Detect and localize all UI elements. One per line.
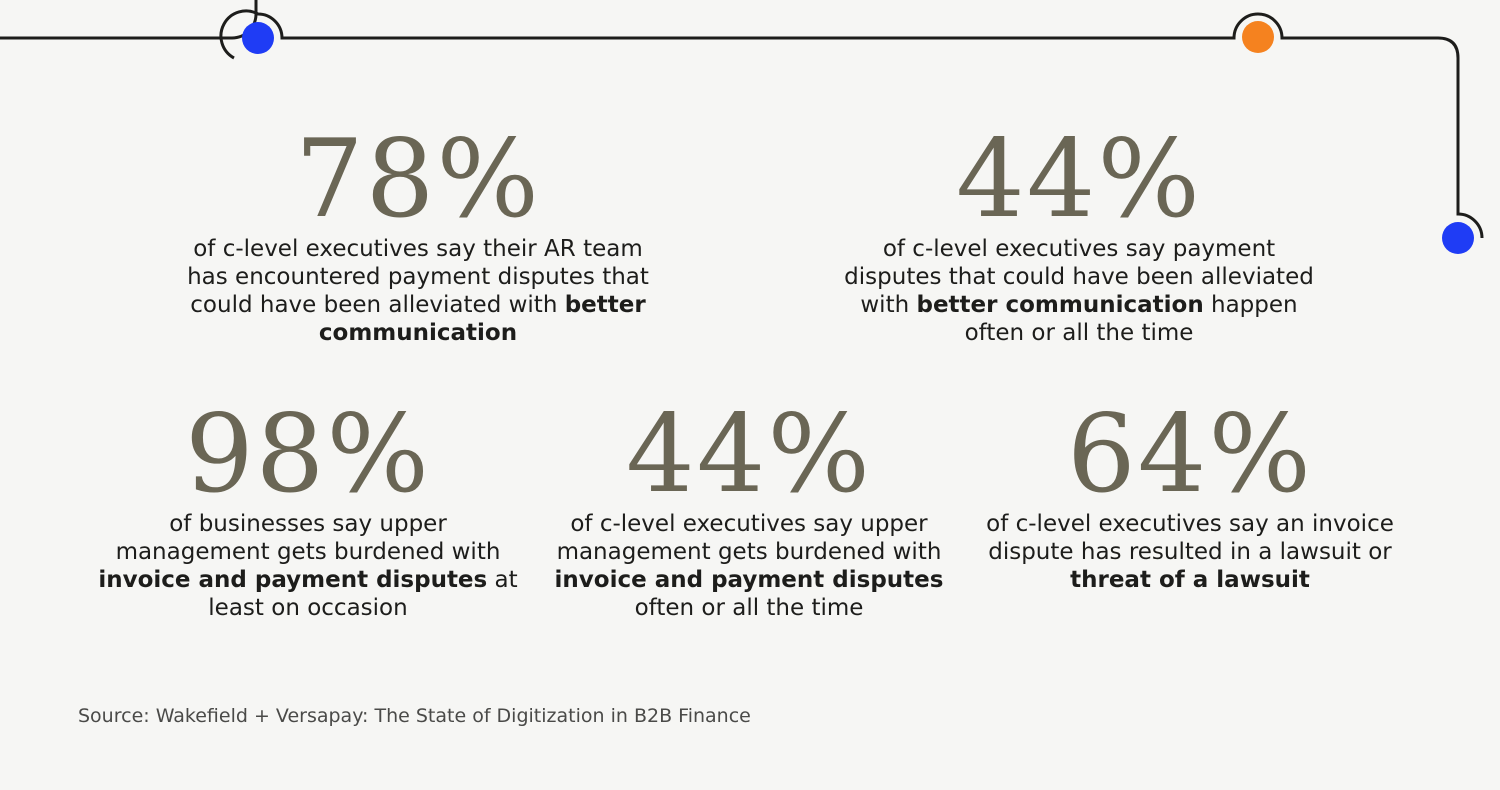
source-citation: Source: Wakefield + Versapay: The State … <box>78 705 751 727</box>
stat-description: of c-level executives say payment disput… <box>844 236 1314 346</box>
stat-description: of c-level executives say their AR team … <box>187 236 649 346</box>
stat-block: 78% of c-level executives say their AR t… <box>178 125 658 347</box>
blue-dot-right <box>1442 222 1474 254</box>
orange-dot <box>1242 21 1274 53</box>
connector-path <box>219 9 1484 239</box>
blue-dot-left <box>242 22 274 54</box>
stat-value: 44% <box>625 392 873 517</box>
stat-value: 44% <box>955 117 1203 242</box>
stat-value: 78% <box>294 117 542 242</box>
stat-block: 64% of c-level executives say an invoice… <box>980 400 1400 594</box>
stat-block: 44% of c-level executives say upper mana… <box>539 400 959 622</box>
stat-block: 98% of businesses say upper management g… <box>98 400 518 622</box>
stat-value: 98% <box>184 392 432 517</box>
connector-path <box>0 0 258 40</box>
stat-block: 44% of c-level executives say payment di… <box>838 125 1320 347</box>
stat-value: 64% <box>1066 392 1314 517</box>
stat-description: of c-level executives say an invoice dis… <box>986 511 1394 593</box>
stat-description: of c-level executives say upper manageme… <box>554 511 944 621</box>
stat-description: of businesses say upper management gets … <box>98 511 518 621</box>
